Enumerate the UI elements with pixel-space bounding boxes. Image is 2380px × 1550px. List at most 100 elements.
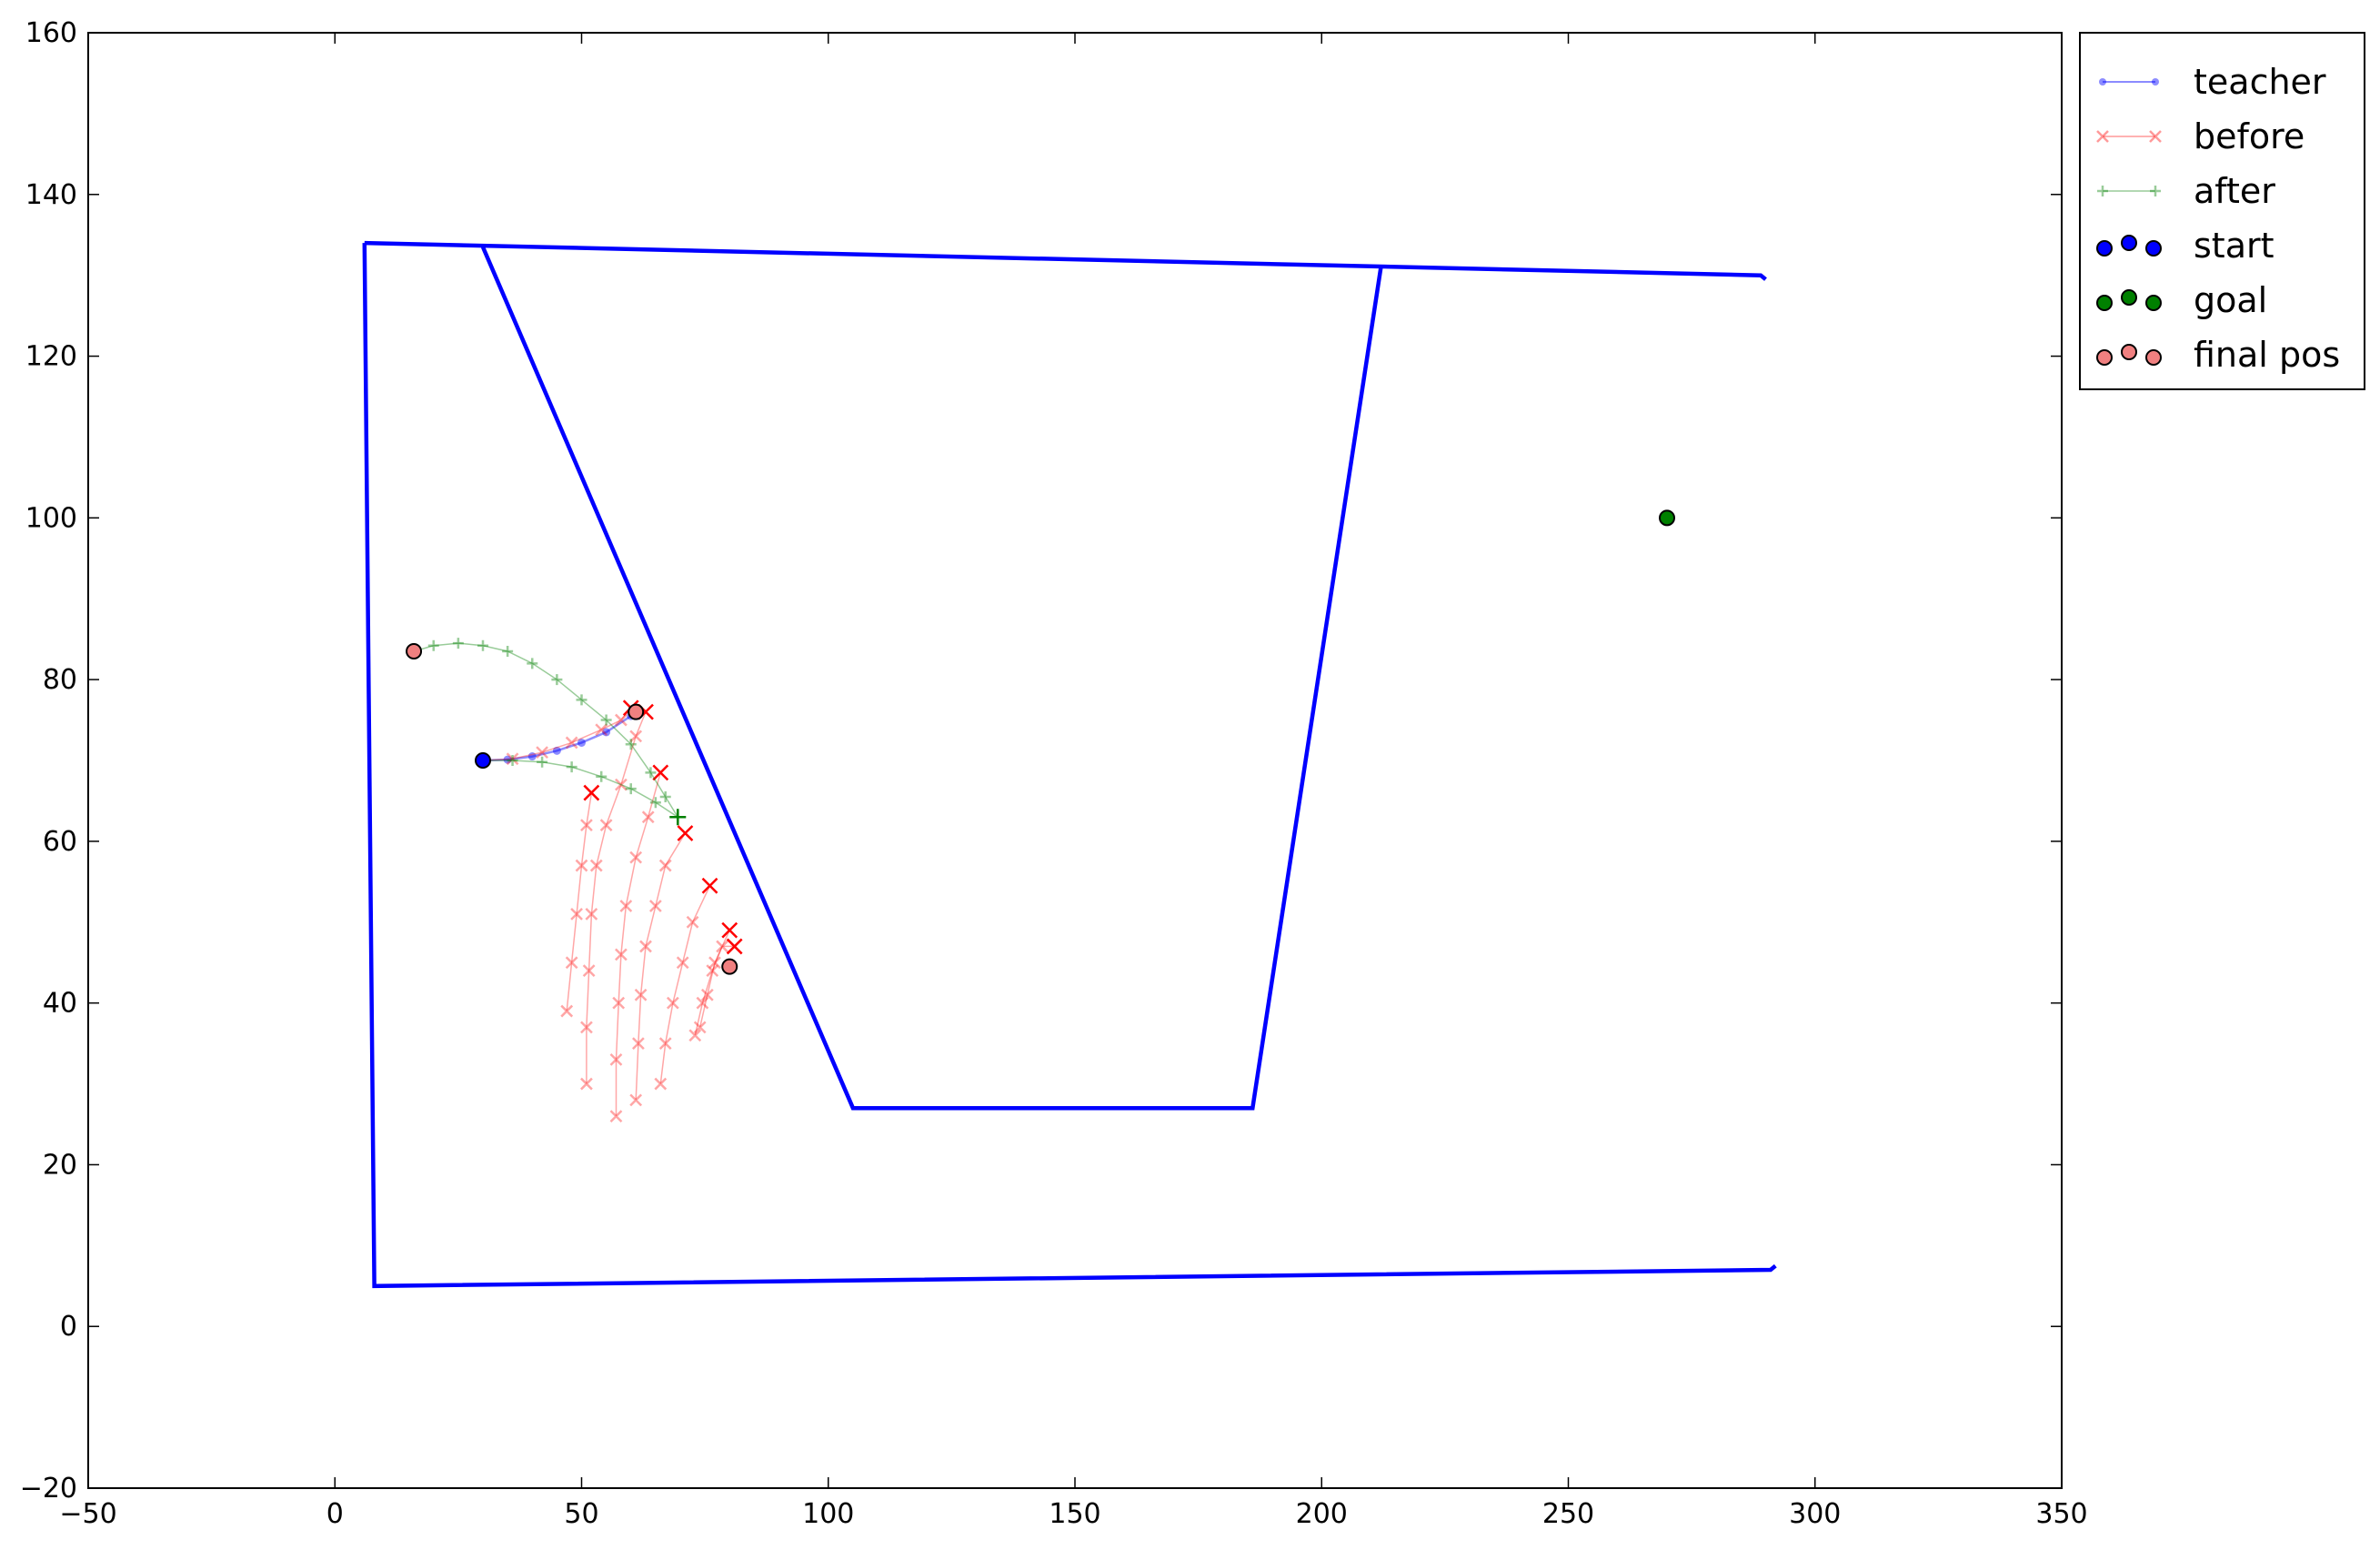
before-point-3-7 — [652, 764, 669, 781]
after-point-0-11 — [659, 791, 671, 802]
before-point-3-3 — [615, 948, 628, 961]
legend-after-plus-b — [2150, 186, 2161, 196]
start-point-0 — [475, 752, 491, 769]
final-pos-point-0 — [406, 643, 423, 659]
after-point-1-1 — [507, 755, 518, 766]
legend-marker-c — [2145, 240, 2162, 257]
legend: teacher before after start goal final pos — [2079, 32, 2365, 390]
y-tick-label-6: 100 — [25, 502, 77, 534]
wall-2 — [480, 246, 1383, 1111]
after-point-1-5 — [625, 783, 637, 795]
legend-marker-b — [2121, 289, 2137, 306]
legend-marker-b — [2121, 344, 2137, 360]
before-point-7-2 — [708, 956, 721, 970]
y-tick-label-7: 120 — [25, 341, 77, 373]
teacher-point-5 — [602, 728, 611, 737]
after-point-0-4 — [502, 646, 514, 657]
legend-item-teacher: teacher — [2099, 62, 2326, 102]
plot-area — [362, 240, 1777, 1289]
wall-1 — [364, 240, 1767, 281]
before-point-2-6 — [615, 778, 628, 791]
y-tick-label-5: 80 — [43, 664, 77, 696]
before-point-2-3 — [585, 908, 598, 921]
final-pos-point-1 — [628, 703, 645, 720]
before-point-7-0 — [693, 1021, 707, 1034]
after-end-point — [669, 809, 687, 826]
x-tick-label-6: 250 — [1542, 1498, 1594, 1530]
before-point-2-7 — [629, 730, 643, 743]
x-tick-label-2: 50 — [564, 1498, 598, 1530]
before-point-5-0 — [654, 1077, 668, 1091]
legend-after-plus-a — [2097, 186, 2108, 196]
after-point-0-1 — [427, 639, 439, 651]
legend-before-x-a — [2096, 130, 2109, 143]
teacher-point-1 — [503, 755, 512, 764]
y-tick-label-1: 0 — [60, 1311, 77, 1343]
y-tick-label-2: 20 — [43, 1149, 77, 1181]
before-point-1-0 — [560, 1004, 574, 1018]
after-point-0-2 — [452, 638, 464, 649]
before-point-1-2 — [570, 908, 583, 921]
teacher-point-2 — [527, 752, 537, 761]
before-point-7-1 — [700, 988, 714, 1001]
before-point-0-4 — [595, 723, 608, 737]
before-point-6-1 — [696, 996, 709, 1010]
x-tick-label-7: 300 — [1789, 1498, 1841, 1530]
legend-label: teacher — [2194, 62, 2326, 102]
before-point-4-1 — [632, 1037, 645, 1050]
before-line-1 — [566, 792, 593, 1012]
after-point-1-4 — [596, 770, 608, 782]
after-point-0-9 — [625, 739, 637, 750]
before-point-3-6 — [641, 810, 655, 824]
after-point-0-10 — [645, 767, 657, 779]
legend-item-after: after — [2097, 171, 2275, 211]
goal-point-0 — [1659, 509, 1675, 527]
before-point-7-3 — [721, 921, 738, 939]
after-point-0-8 — [600, 714, 612, 726]
legend-label: final pos — [2194, 335, 2340, 375]
teacher-line — [482, 710, 637, 762]
before-point-1-5 — [583, 784, 600, 801]
before-point-0-2 — [536, 746, 548, 759]
before-point-5-2 — [666, 996, 679, 1010]
x-tick-label-0: −50 — [59, 1498, 116, 1530]
before-point-2-0 — [580, 1077, 593, 1091]
legend-label: start — [2194, 226, 2275, 266]
x-tick-label-8: 350 — [2035, 1498, 2087, 1530]
before-line-6 — [694, 945, 735, 1036]
y-tick-label-0: −20 — [20, 1473, 77, 1505]
legend-teacher-dot-b — [2152, 78, 2159, 86]
legend-marker-a — [2096, 240, 2113, 257]
legend-item-start: start — [2096, 226, 2275, 266]
legend-label: goal — [2194, 280, 2267, 320]
legend-marker-a — [2096, 349, 2113, 366]
before-point-1-4 — [580, 819, 593, 831]
teacher-point-4 — [577, 738, 586, 747]
legend-before-x-b — [2149, 130, 2162, 143]
before-line-2 — [586, 711, 647, 1084]
after-point-0-6 — [551, 674, 563, 686]
x-tick-label-4: 150 — [1049, 1498, 1100, 1530]
before-point-4-0 — [629, 1093, 643, 1107]
legend-teacher-dot-a — [2099, 78, 2106, 86]
legend-marker-c — [2145, 295, 2162, 311]
before-point-0-3 — [565, 736, 578, 750]
legend-marker-b — [2121, 235, 2137, 251]
before-point-6-2 — [706, 964, 719, 977]
after-point-1-2 — [537, 756, 548, 768]
before-line-7 — [698, 930, 730, 1028]
before-point-3-5 — [629, 850, 643, 864]
before-point-0-1 — [506, 752, 519, 766]
y-tick-label-4: 60 — [43, 826, 77, 858]
legend-item-final-pos: final pos — [2096, 335, 2340, 375]
after-point-0-3 — [477, 639, 488, 651]
y-tick-label-9: 160 — [25, 17, 77, 49]
before-line-0 — [482, 707, 632, 761]
x-tick-label-5: 200 — [1296, 1498, 1348, 1530]
before-point-4-2 — [634, 988, 648, 1001]
legend-item-before: before — [2096, 116, 2305, 156]
before-point-4-4 — [648, 900, 662, 912]
after-point-0-5 — [527, 658, 538, 669]
y-tick-label-8: 140 — [25, 179, 77, 211]
